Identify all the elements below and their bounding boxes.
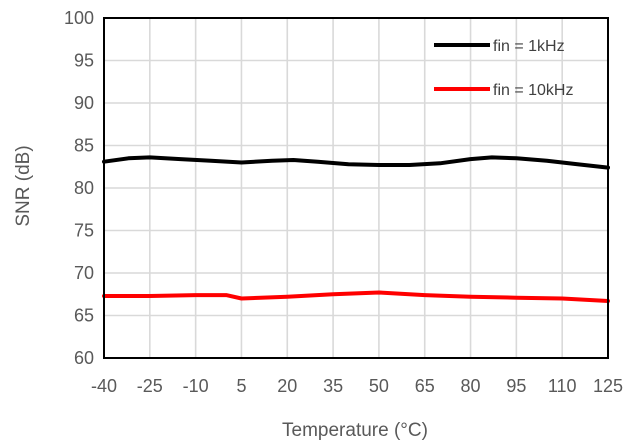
y-axis-title: SNR (dB): [13, 145, 34, 226]
x-tick-label: 50: [369, 376, 389, 396]
y-tick-label: 75: [74, 221, 94, 241]
legend-label-1: fin = 1kHz: [493, 38, 565, 55]
x-tick-label: 125: [593, 376, 623, 396]
series-line-2: [102, 290, 610, 303]
plot-area-border: [103, 17, 609, 359]
x-tick-label: 80: [461, 376, 481, 396]
x-tick-label: -40: [91, 376, 117, 396]
y-tick-label: 100: [64, 8, 94, 28]
y-tick-label: 60: [74, 348, 94, 368]
x-tick-label: 35: [323, 376, 343, 396]
y-tick-label: 90: [74, 93, 94, 113]
y-tick-label: 70: [74, 263, 94, 283]
x-tick-label: 65: [415, 376, 435, 396]
y-tick-label: 65: [74, 306, 94, 326]
x-tick-label: -10: [183, 376, 209, 396]
x-tick-label: -25: [137, 376, 163, 396]
x-tick-label: 110: [548, 376, 577, 396]
series-lines: [102, 155, 610, 303]
legend: fin = 1kHz fin = 10kHz: [434, 38, 573, 99]
x-axis-tick-labels: -40 -25 -10 5 20 35 50 65 80 95 110 125: [91, 376, 623, 396]
y-axis-tick-labels: 60 65 70 75 80 85 90 95 100: [64, 8, 94, 368]
x-tick-label: 5: [236, 376, 246, 396]
series-line-1: [102, 155, 610, 170]
y-tick-label: 95: [74, 51, 94, 71]
x-tick-label: 95: [506, 376, 526, 396]
x-tick-label: 20: [277, 376, 297, 396]
grid: [104, 18, 608, 358]
legend-label-2: fin = 10kHz: [493, 82, 573, 99]
y-tick-label: 85: [74, 136, 94, 156]
x-axis-title: Temperature (°C): [282, 420, 428, 441]
y-tick-label: 80: [74, 178, 94, 198]
